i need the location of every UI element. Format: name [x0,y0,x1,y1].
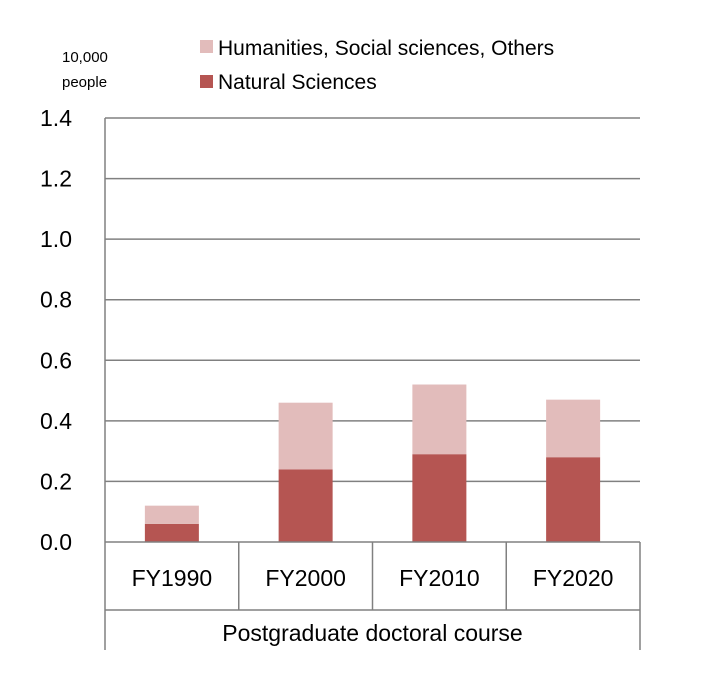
y-tick-label: 1.4 [40,105,72,131]
y-tick-label: 0.8 [40,287,72,313]
bar-natural-sciences-fy2010 [412,454,467,542]
category-labels: FY1990 FY2000 FY2010 FY2020 [132,565,614,591]
group-label: Postgraduate doctoral course [222,620,522,646]
gridlines [105,117,640,483]
y-tick-label: 1.0 [40,226,72,252]
bar-humanities-fy2000 [278,402,333,470]
y-tick-label: 0.2 [40,468,72,494]
y-axis-ticks: 0.0 0.2 0.4 0.6 0.8 1.0 1.2 1.4 [40,105,72,555]
y-tick-label: 0.6 [40,347,72,373]
category-label: FY1990 [132,565,213,591]
category-label: FY2020 [533,565,614,591]
bar-natural-sciences-fy1990 [144,523,199,542]
category-label: FY2010 [399,565,480,591]
y-tick-label: 1.2 [40,166,72,192]
bar-humanities-fy2020 [546,399,601,458]
y-tick-label: 0.4 [40,408,72,434]
bar-natural-sciences-fy2000 [278,469,333,542]
bar-humanities-fy1990 [144,505,199,524]
y-tick-label: 0.0 [40,529,72,555]
legend-swatch-natural-sciences [200,75,213,88]
bars [144,384,601,542]
axes [104,118,641,650]
legend-label-humanities: Humanities, Social sciences, Others [218,37,554,60]
legend-swatch-humanities [200,40,213,53]
legend: Humanities, Social sciences, Others Natu… [200,37,554,94]
bar-natural-sciences-fy2020 [546,457,601,542]
category-label: FY2000 [265,565,346,591]
unit-label-line1: 10,000 [62,49,108,66]
legend-label-natural-sciences: Natural Sciences [218,71,377,94]
bar-humanities-fy2010 [412,384,467,455]
unit-label-line2: people [62,74,107,91]
